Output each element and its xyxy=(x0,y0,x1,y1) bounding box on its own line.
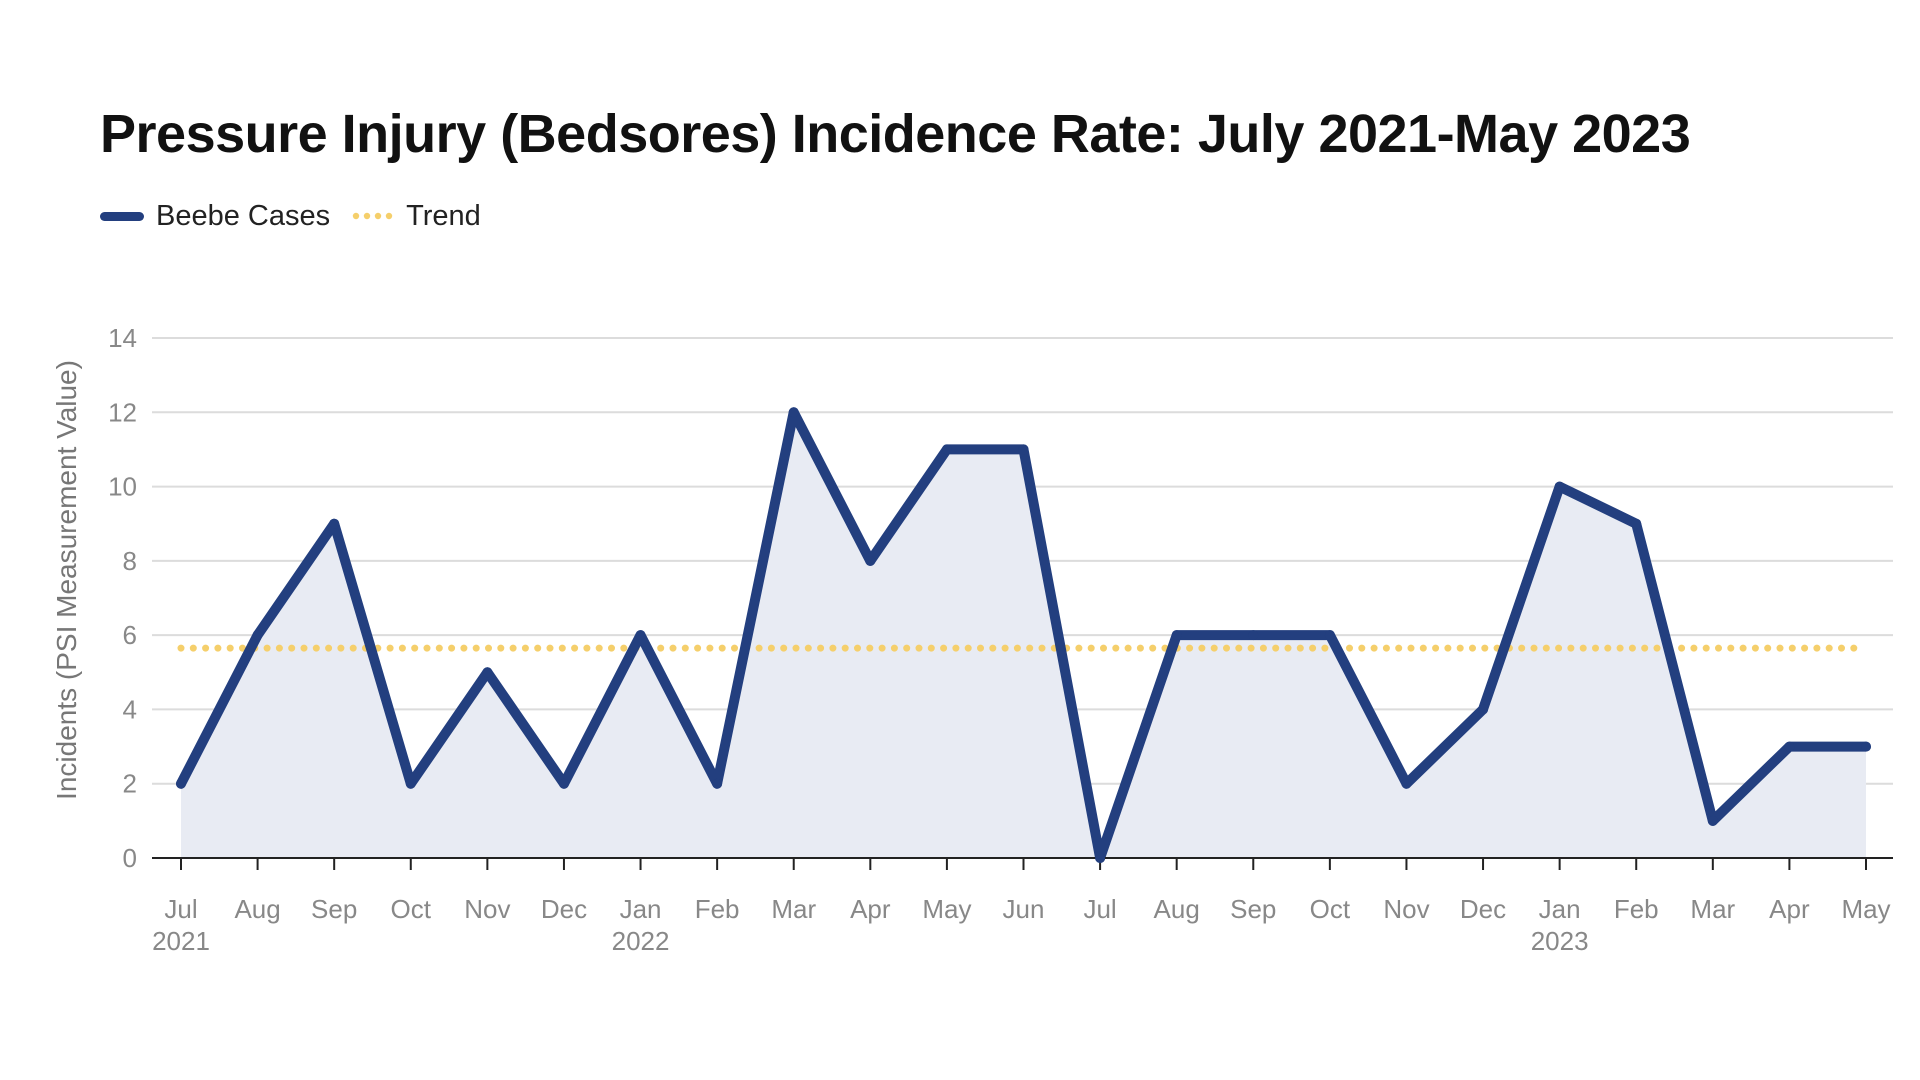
chart-title: Pressure Injury (Bedsores) Incidence Rat… xyxy=(100,104,1691,164)
data-point xyxy=(788,407,799,418)
data-point xyxy=(1478,704,1489,715)
data-point xyxy=(941,444,952,455)
y-tick-label: 4 xyxy=(123,694,137,724)
x-tick-label: Sep xyxy=(311,894,357,924)
data-point xyxy=(1861,741,1871,752)
data-point xyxy=(1554,481,1565,492)
data-point xyxy=(558,778,569,789)
x-tick-label: Oct xyxy=(1310,894,1351,924)
x-tick-label: Oct xyxy=(391,894,432,924)
y-tick-label: 0 xyxy=(123,843,137,873)
data-point xyxy=(1707,815,1718,826)
legend-label: Beebe Cases xyxy=(156,199,331,232)
legend: Beebe Cases Trend xyxy=(100,198,503,234)
legend-item-beebe-cases[interactable]: Beebe Cases xyxy=(100,200,330,233)
data-point xyxy=(1018,444,1029,455)
y-axis-title: Incidents (PSI Measurement Value) xyxy=(51,360,82,800)
x-tick-label: Dec xyxy=(541,894,587,924)
x-tick-label: Jan xyxy=(620,894,662,924)
data-point xyxy=(1171,630,1182,641)
x-tick-label: Dec xyxy=(1460,894,1506,924)
data-point xyxy=(252,630,263,641)
data-point xyxy=(1784,741,1795,752)
data-point xyxy=(1401,778,1412,789)
x-tick-label: Apr xyxy=(850,894,891,924)
data-point xyxy=(865,555,876,566)
x-tick-label: Feb xyxy=(1614,894,1659,924)
x-tick-label: Aug xyxy=(234,894,280,924)
legend-swatch-line xyxy=(100,211,144,221)
y-tick-label: 10 xyxy=(108,472,137,502)
legend-swatch-dots xyxy=(352,212,393,220)
x-tick-label: Jul xyxy=(164,894,197,924)
x-tick-label: Jan xyxy=(1539,894,1581,924)
data-point xyxy=(482,667,493,678)
x-tick-year-label: 2022 xyxy=(612,926,670,956)
data-point xyxy=(329,518,340,529)
y-tick-label: 2 xyxy=(123,769,137,799)
x-tick-label: Mar xyxy=(771,894,816,924)
x-tick-label: Feb xyxy=(695,894,740,924)
x-tick-label: May xyxy=(1841,894,1890,924)
x-tick-label: Mar xyxy=(1690,894,1735,924)
x-tick-label: Jul xyxy=(1083,894,1116,924)
legend-item-trend[interactable]: Trend xyxy=(352,200,481,233)
data-point xyxy=(712,778,723,789)
x-tick-label: Sep xyxy=(1230,894,1276,924)
y-tick-label: 14 xyxy=(108,323,137,353)
y-axis-ticks: 0 2 4 6 8 10 12 14 xyxy=(108,323,137,873)
data-point xyxy=(176,778,186,789)
data-point xyxy=(405,778,416,789)
data-point xyxy=(1324,630,1335,641)
x-tick-label: Nov xyxy=(464,894,510,924)
y-tick-label: 12 xyxy=(108,397,137,427)
data-point xyxy=(635,630,646,641)
data-point xyxy=(1631,518,1642,529)
x-tick-label: Jun xyxy=(1003,894,1045,924)
data-point xyxy=(1248,630,1259,641)
x-tick-label: Apr xyxy=(1769,894,1810,924)
y-tick-label: 6 xyxy=(123,620,137,650)
x-tick-label: Aug xyxy=(1154,894,1200,924)
legend-label: Trend xyxy=(406,199,481,232)
x-tick-year-label: 2023 xyxy=(1531,926,1589,956)
x-tick-label: May xyxy=(922,894,971,924)
data-point xyxy=(1095,853,1106,863)
x-tick-label: Nov xyxy=(1383,894,1429,924)
y-tick-label: 8 xyxy=(123,546,137,576)
x-tick-year-label: 2021 xyxy=(152,926,210,956)
